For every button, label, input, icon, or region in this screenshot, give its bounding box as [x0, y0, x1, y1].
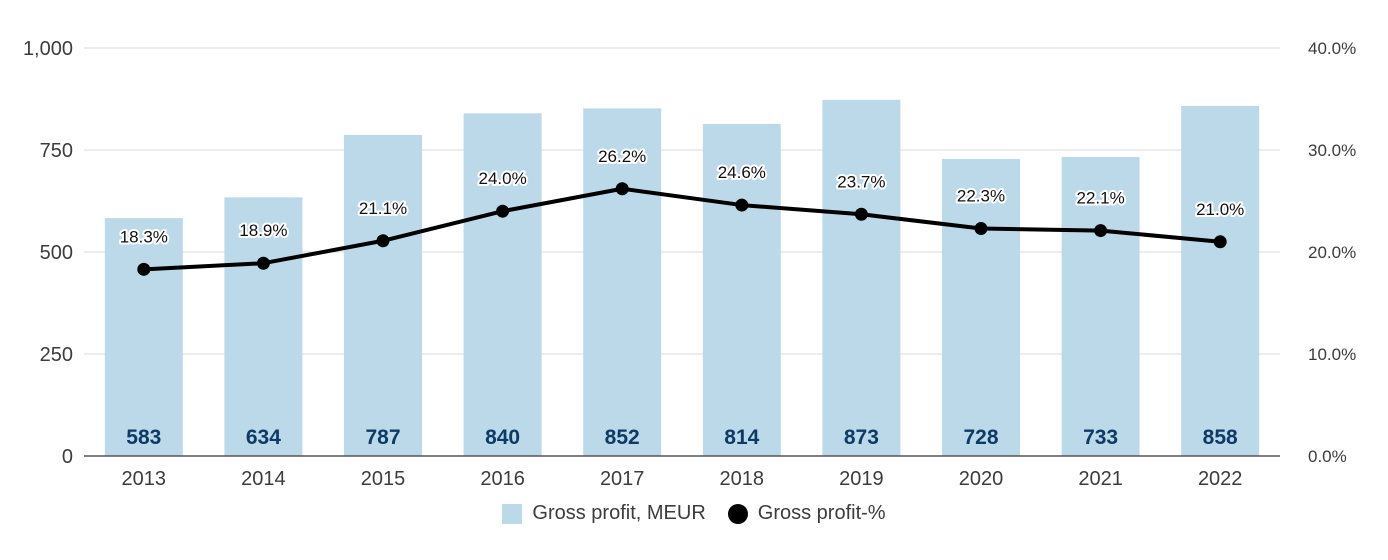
bar — [583, 108, 662, 456]
bar-data-label: 814 — [724, 426, 759, 449]
bar — [224, 197, 303, 456]
line-data-label: 22.3% — [957, 187, 1005, 206]
bar-data-label: 728 — [963, 426, 998, 449]
bar — [1061, 156, 1140, 456]
y-right-tick-label: 40.0% — [1308, 39, 1356, 58]
legend-item-gross-profit: Gross profit, MEUR — [502, 502, 706, 525]
legend-label-gross-profit: Gross profit, MEUR — [532, 502, 706, 524]
bar — [942, 158, 1020, 456]
line-data-label: 21.1% — [359, 199, 407, 218]
line-data-label: 24.0% — [478, 169, 526, 188]
bar — [104, 218, 183, 456]
y-left-tick-label: 1,000 — [23, 38, 73, 60]
bar-data-label: 840 — [485, 426, 520, 449]
chart-legend: Gross profit, MEUR Gross profit-% — [0, 502, 1388, 525]
bar-data-label: 858 — [1203, 426, 1238, 449]
x-tick-label: 2017 — [600, 468, 645, 490]
y-left-tick-label: 0 — [62, 446, 73, 468]
y-right-tick-label: 20.0% — [1308, 243, 1356, 262]
legend-item-gross-profit-pct: Gross profit-% — [727, 502, 886, 525]
line-data-label: 26.2% — [598, 147, 646, 166]
bar — [344, 134, 422, 457]
bar — [463, 113, 542, 456]
line-point — [735, 198, 749, 212]
line-point — [1094, 224, 1108, 238]
line-point — [615, 182, 629, 196]
bar-data-label: 583 — [126, 426, 161, 449]
line-point — [496, 204, 510, 218]
line-data-label: 22.1% — [1076, 189, 1124, 208]
bar-data-label: 852 — [605, 426, 640, 449]
y-left-tick-label: 500 — [40, 242, 73, 264]
line-series-path — [143, 186, 1221, 272]
line-point — [1213, 235, 1227, 249]
x-tick-label: 2020 — [959, 468, 1004, 490]
y-left-tick-label: 250 — [40, 344, 73, 366]
line-point — [137, 262, 151, 276]
line-data-label: 21.0% — [1196, 200, 1244, 219]
legend-label-gross-profit-pct: Gross profit-% — [757, 502, 886, 524]
legend-bar-swatch — [502, 503, 523, 524]
y-left-tick-label: 750 — [40, 140, 73, 162]
line-point — [376, 234, 390, 248]
line-point — [256, 256, 270, 270]
x-tick-label: 2015 — [361, 468, 406, 490]
line-data-label: 23.7% — [837, 172, 885, 191]
x-tick-label: 2019 — [839, 468, 884, 490]
bar — [822, 99, 901, 456]
y-right-tick-label: 0.0% — [1308, 447, 1347, 466]
x-tick-label: 2021 — [1078, 468, 1123, 490]
y-right-tick-label: 30.0% — [1308, 141, 1356, 160]
x-tick-label: 2018 — [720, 468, 765, 490]
x-tick-label: 2014 — [241, 468, 286, 490]
bar-data-label: 873 — [844, 426, 879, 449]
legend-dot-swatch — [727, 503, 748, 524]
line-data-label: 24.6% — [718, 163, 766, 182]
x-tick-label: 2016 — [480, 468, 525, 490]
bar-series — [104, 99, 1260, 457]
line-data-label: 18.9% — [239, 221, 287, 240]
chart-plot: 0 250 500 750 1,000 0.0% 10.0% 20.0% 30.0% 40.0% 5… — [23, 38, 1356, 490]
line-point — [854, 207, 868, 221]
bar — [1181, 105, 1260, 456]
bar — [702, 123, 781, 456]
bar-data-label: 634 — [246, 426, 281, 449]
x-tick-label: 2022 — [1198, 468, 1243, 490]
bar-data-label: 787 — [365, 426, 400, 449]
bar-data-label: 733 — [1083, 426, 1118, 449]
line-data-label: 18.3% — [120, 227, 168, 246]
x-tick-label: 2013 — [122, 468, 167, 490]
line-point — [974, 222, 988, 236]
y-right-tick-label: 10.0% — [1308, 345, 1356, 364]
